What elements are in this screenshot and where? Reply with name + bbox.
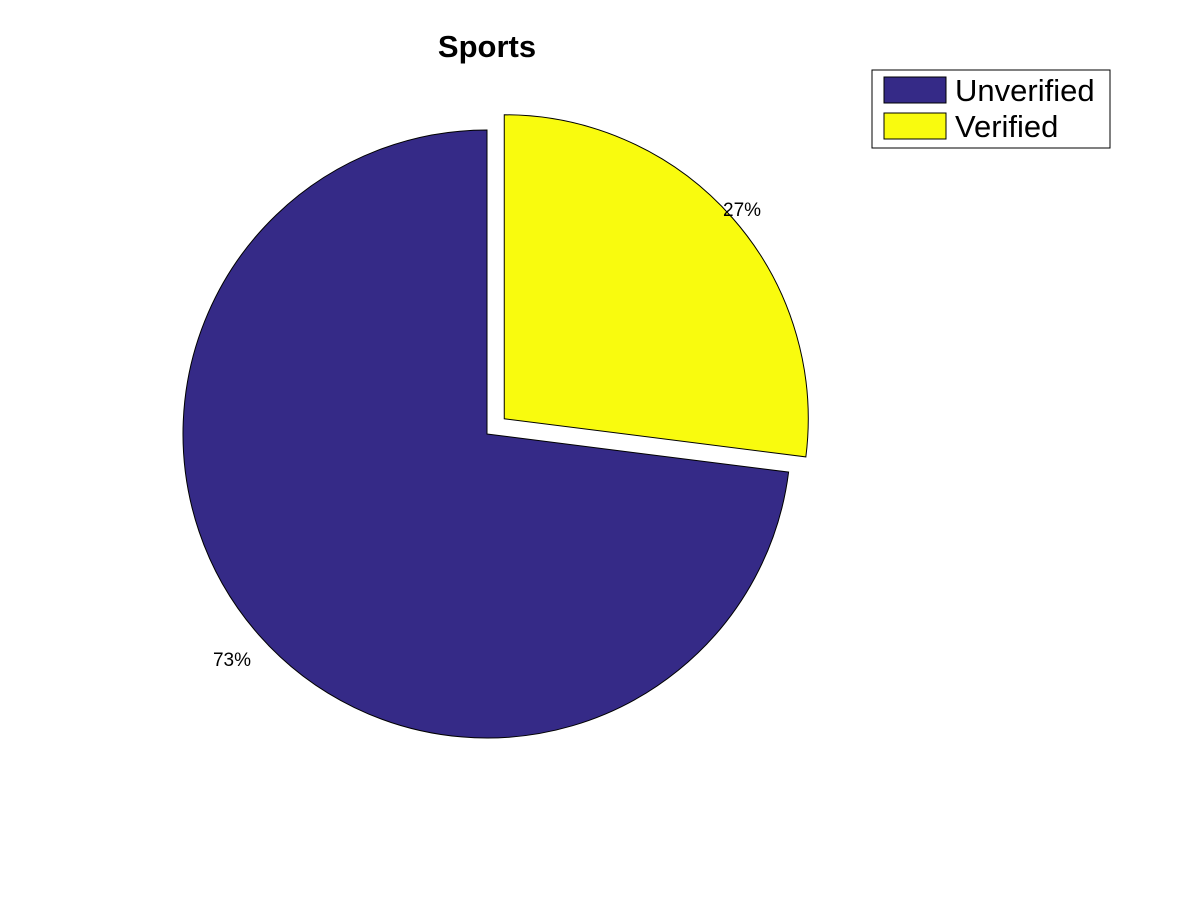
pie-labels: 73% 27%: [213, 200, 761, 671]
pie-slices: [182, 114, 809, 739]
legend-swatch-verified: [883, 112, 947, 140]
pie-label-unverified: 73%: [213, 650, 251, 671]
legend-label-unverified: Unverified: [955, 73, 1095, 108]
pie-label-verified: 27%: [723, 200, 761, 221]
legend-swatch-unverified: [883, 76, 947, 104]
pie-slice-unverified: [182, 129, 790, 739]
pie-slice-verified: [503, 114, 809, 458]
chart-title: Sports: [438, 29, 536, 64]
legend-label-verified: Verified: [955, 109, 1058, 144]
